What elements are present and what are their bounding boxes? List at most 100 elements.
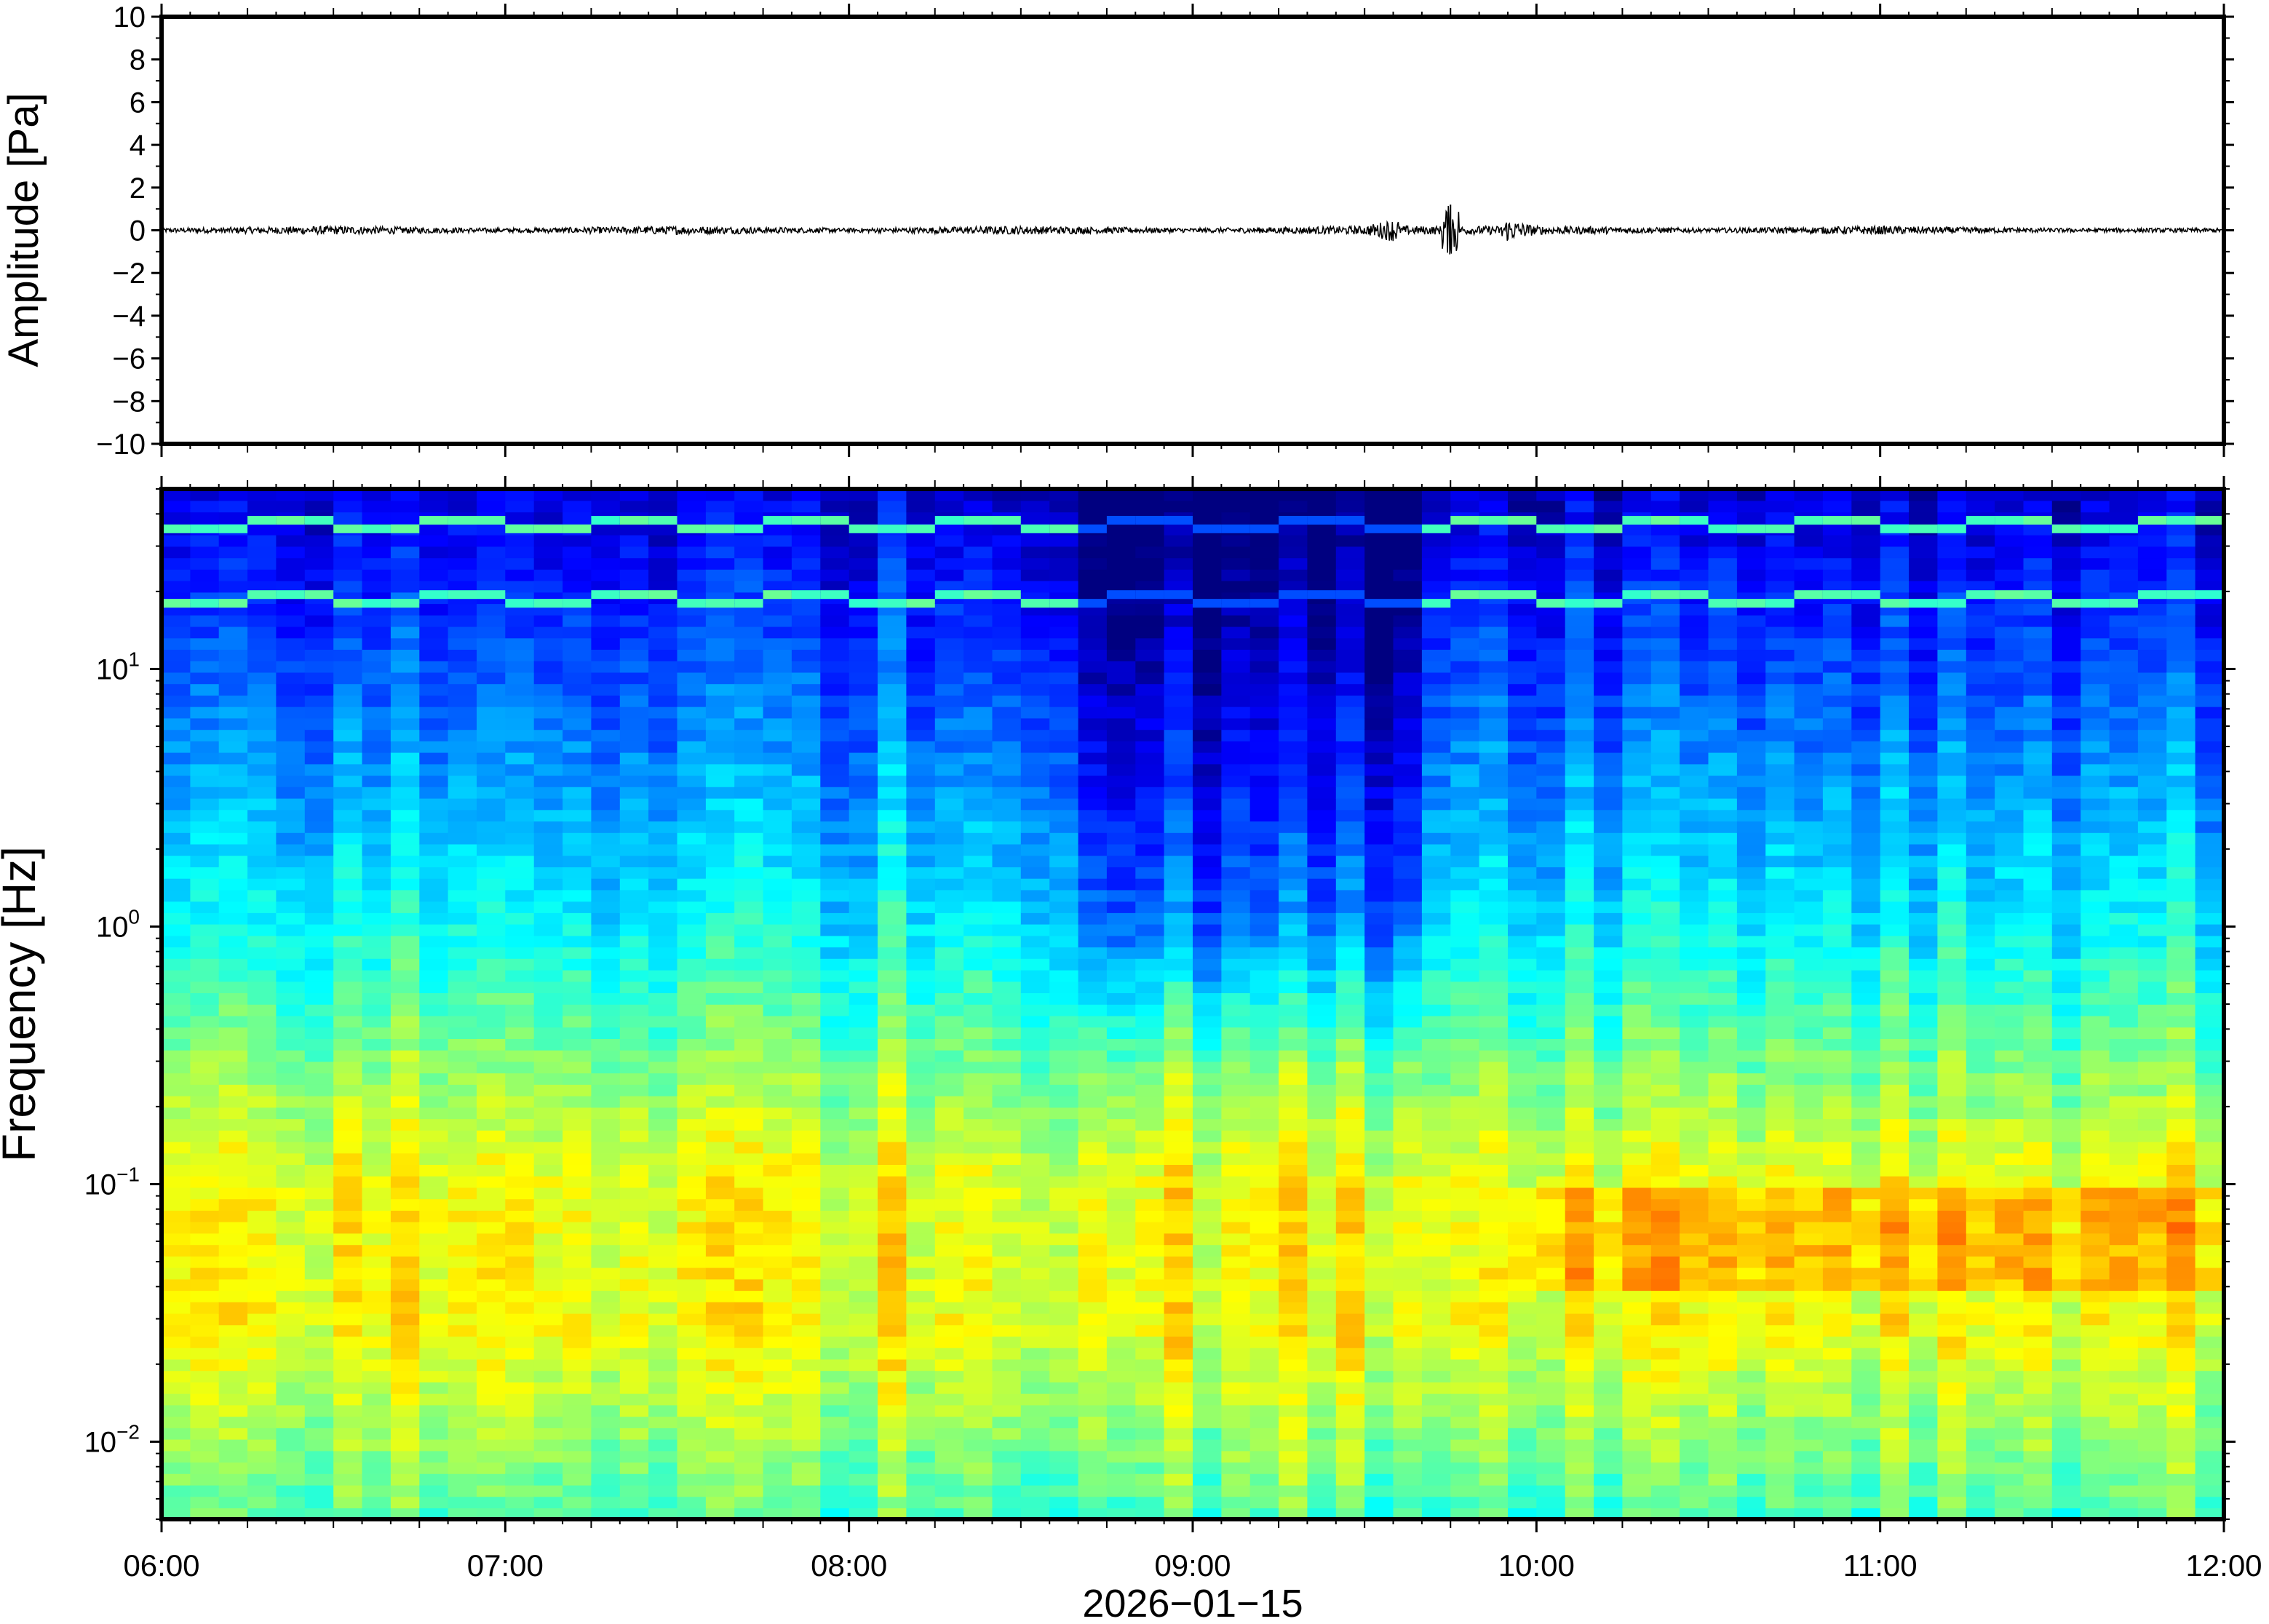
spectrogram-cell (677, 741, 707, 753)
spectrogram-cell (591, 1244, 621, 1257)
spectrogram-cell (533, 787, 563, 799)
spectrogram-cell (791, 912, 822, 925)
spectrogram-cell (906, 1015, 936, 1028)
spectrogram-cell (878, 992, 907, 1005)
spectrogram-cell (763, 947, 792, 959)
spectrogram-cell (1421, 1508, 1452, 1519)
spectrogram-cell (362, 672, 392, 685)
spectrogram-cell (448, 1221, 477, 1234)
spectrogram-cell (1135, 1358, 1165, 1372)
spectrogram-cell (1421, 787, 1452, 799)
spectrogram-cell (1594, 1221, 1624, 1234)
spectrogram-cell (1279, 489, 1308, 501)
spectrogram-cell (677, 1244, 707, 1257)
spectrogram-cell (1249, 1496, 1279, 1508)
spectrogram-cell (1193, 695, 1223, 707)
spectrogram-cell (992, 1336, 1022, 1348)
spectrogram-cell (1650, 1278, 1680, 1291)
spectrogram-cell (734, 1302, 764, 1314)
spectrogram-cell (648, 787, 678, 799)
spectrogram-cell (1279, 1438, 1308, 1452)
spectrogram-cell (362, 1130, 392, 1142)
spectrogram-cell (362, 489, 392, 501)
spectrogram-cell (533, 923, 563, 936)
spectrogram-cell (705, 1049, 736, 1062)
spectrogram-cell (1622, 1027, 1652, 1039)
spectrogram-cell (1450, 981, 1480, 993)
spectrogram-cell (1221, 1267, 1251, 1280)
spectrogram-cell (333, 649, 363, 661)
spectrogram-cell (333, 1462, 363, 1474)
spectrogram-cell (218, 557, 248, 570)
spectrogram-cell (906, 763, 936, 776)
spectrogram-cell (763, 832, 792, 845)
spectrogram-cell (1020, 1198, 1050, 1211)
spectrogram-cell (1049, 1164, 1079, 1177)
spectrogram-cell (963, 752, 993, 765)
spectrogram-cell (276, 843, 306, 856)
spectrogram-cell (1536, 489, 1566, 501)
spectrogram-cell (563, 615, 592, 627)
spectrogram-cell (705, 1450, 736, 1463)
spectrogram-cell (1164, 546, 1193, 559)
spectrogram-cell (1594, 615, 1624, 627)
spectrogram-cell (1421, 889, 1452, 902)
spectrogram-cell (419, 729, 449, 741)
spectrogram-cell (963, 923, 993, 936)
spectrogram-cell (1393, 1107, 1423, 1120)
spectrogram-cell (304, 1118, 334, 1131)
spectrogram-cell (1307, 1164, 1337, 1177)
spectrogram-cell (1135, 1027, 1165, 1039)
spectrogram-cell (1279, 706, 1308, 719)
spectrogram-cell (1450, 1473, 1480, 1486)
spectrogram-cell (1508, 912, 1538, 925)
spectrogram-cell (1565, 729, 1594, 741)
spectrogram-cell (1393, 763, 1423, 776)
spectrogram-cell (1279, 1278, 1308, 1291)
spectrogram-cell (162, 500, 191, 513)
spectrogram-cell (448, 912, 477, 925)
spectrogram-cell (1680, 1370, 1709, 1382)
spectrogram-cell (1479, 1438, 1509, 1452)
spectrogram-cell (304, 889, 334, 902)
spectrogram-cell (448, 557, 477, 570)
spectrogram-cell (1193, 1130, 1223, 1142)
spectrogram-cell (734, 1484, 764, 1497)
spectrogram-cell (390, 1107, 421, 1120)
spectrogram-tonal-line (1106, 516, 1137, 525)
spectrogram-cell (1421, 706, 1452, 719)
spectrogram-cell (304, 603, 334, 616)
spectrogram-cell (878, 1382, 907, 1394)
spectrogram-cell (362, 512, 392, 524)
spectrogram-cell (1106, 1370, 1137, 1382)
spectrogram-cell (934, 1221, 964, 1234)
spectrogram-cell (448, 843, 477, 856)
spectrogram-cell (1307, 775, 1337, 787)
spectrogram-cell (878, 787, 907, 799)
spectrogram-cell (934, 706, 964, 719)
spectrogram-cell (1421, 1038, 1452, 1051)
spectrogram-cell (333, 489, 363, 501)
spectrogram-cell (849, 1038, 878, 1051)
spectrogram-cell (1049, 512, 1079, 524)
spectrogram-cell (1450, 947, 1480, 959)
spectrogram-cell (791, 1267, 822, 1280)
spectrogram-cell (791, 889, 822, 902)
spectrogram-cell (505, 1313, 535, 1326)
spectrogram-cell (276, 1198, 306, 1211)
spectrogram-cell (1622, 1176, 1652, 1188)
spectrogram-cell (1193, 741, 1223, 753)
spectrogram-cell (1508, 763, 1538, 776)
spectrogram-cell (906, 1130, 936, 1142)
spectrogram-cell (1565, 661, 1594, 673)
spectrogram-cell (477, 1164, 506, 1177)
spectrogram-cell (1594, 752, 1624, 765)
spectrogram-cell (533, 821, 563, 833)
spectrogram-cell (1049, 1508, 1079, 1519)
spectrogram-cell (1364, 1438, 1394, 1452)
spectrogram-cell (1650, 1473, 1680, 1486)
spectrogram-cell (1594, 901, 1624, 913)
spectrogram-cell (648, 958, 678, 971)
spectrogram-cell (1650, 649, 1680, 661)
spectrogram-cell (705, 843, 736, 856)
